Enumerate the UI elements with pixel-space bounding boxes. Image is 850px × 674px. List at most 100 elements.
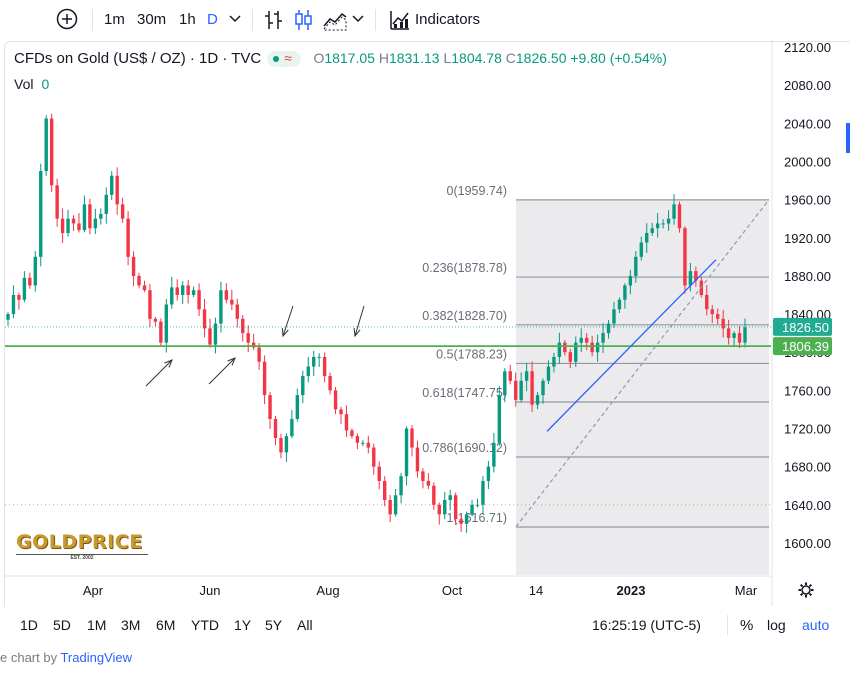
annotation-arrowhead [281,327,289,338]
price-tick-label: 1760.00 [784,383,831,398]
area-style-icon[interactable] [323,9,347,33]
candle-body [11,294,16,315]
interval-d-button[interactable]: D [207,11,218,28]
chevron-down-icon[interactable] [352,14,364,38]
log-scale-toggle[interactable]: log [767,617,786,633]
indicators-button[interactable]: Indicators [415,11,481,28]
chevron-down-icon[interactable] [229,14,241,38]
candle-body [219,290,223,324]
candle-body [421,471,425,481]
gear-tooth [808,592,813,597]
candle-body [382,480,387,501]
candle-body [377,466,381,481]
auto-scale-toggle[interactable]: auto [802,617,830,633]
add-symbol-icon[interactable] [56,8,78,32]
time-tick-label: Jun [200,583,221,598]
candle-body [497,395,502,443]
annotation-arrowhead [164,359,173,368]
candle-body [535,395,540,405]
candle-body [126,218,130,257]
candle-body [213,323,218,345]
candle-body [530,371,534,405]
range-1d-button[interactable]: 1D [20,617,38,633]
annotation-arrowhead [227,357,236,366]
price-chart[interactable]: 0(1959.74) 0.236(1878.78) 0.382(1828.70) 0.… [0,40,850,606]
candle-body [175,287,179,295]
candle-body [639,242,643,257]
candles-style-icon[interactable] [294,9,314,33]
market-status-badge[interactable]: ≈ [267,50,302,68]
candle-body [634,256,638,276]
candle-body [514,380,518,400]
price-scale-handle [846,123,850,153]
last-price-label: 1826.50 [782,320,829,335]
indicators-icon[interactable] [389,9,411,33]
toolbar-divider [252,9,253,31]
approx-icon: ≈ [284,50,292,67]
settings-gear-icon[interactable] [798,582,814,598]
candle-body [486,466,491,481]
candle-body [541,380,545,396]
low-key: L [443,50,452,66]
candle-body [601,333,605,343]
gear-tooth [799,583,804,588]
percent-scale-toggle[interactable]: % [740,617,754,634]
candle-body [186,285,190,295]
candle-body [39,170,43,257]
candle-body [344,414,349,431]
candle-body [503,371,507,396]
interval-1m-button[interactable]: 1m [104,11,125,28]
interval-30m-button[interactable]: 30m [137,11,167,28]
volume-label[interactable]: Vol [14,76,34,92]
tradingview-link[interactable]: TradingView [60,650,133,665]
range-1y-button[interactable]: 1Y [234,617,252,633]
range-1m-button[interactable]: 1M [87,617,107,633]
candle-body [257,347,261,362]
open-value: 1817.05 [324,50,375,66]
interval-1h-button[interactable]: 1h [179,11,196,28]
candle-body [366,442,371,448]
candle-body [333,390,338,410]
candle-body [666,218,671,224]
candle-body [732,333,736,338]
chart-legend: CFDs on Gold (US$ / OZ) · 1D · TVC ≈ O181… [14,50,667,68]
candle-body [137,275,141,286]
annotation-arrow [282,305,294,337]
attribution: e chart by TradingView [0,650,132,665]
fib-level-label: 0.618(1747.75) [422,386,507,400]
candle-body [6,314,10,320]
symbol-title[interactable]: CFDs on Gold (US$ / OZ) · 1D · TVC [14,50,262,67]
candle-body [563,342,567,353]
candle-body [241,318,245,334]
range-all-button[interactable]: All [297,617,313,633]
candle-body [164,304,169,343]
logo-text: GOLDPRICE [16,531,143,553]
timezone-clock[interactable]: 16:25:19 (UTC-5) [592,617,701,633]
fib-level-label: 0.5(1788.23) [436,347,507,361]
volume-legend: Vol 0 [14,76,49,92]
annotation-arrow [145,359,173,387]
top-toolbar: 1m 30m 1h D Indicators [0,0,850,40]
annotation-arrowhead [353,327,361,338]
range-6m-button[interactable]: 6M [156,617,176,633]
candle-body [650,228,654,233]
candle-body [661,223,665,225]
candle-body [33,256,37,286]
range-5d-button[interactable]: 5D [53,617,71,633]
candle-body [22,277,27,300]
range-3m-button[interactable]: 3M [121,617,141,633]
candle-body [355,436,360,443]
candle-body [437,504,441,515]
candle-body [721,318,725,329]
candle-body [312,356,316,367]
candle-body [628,275,633,286]
candle-body [617,299,622,310]
range-ytd-button[interactable]: YTD [191,617,219,633]
range-5y-button[interactable]: 5Y [265,617,283,633]
candle-body [208,328,212,345]
close-value: 1826.50 [515,50,567,66]
candle-body [284,436,289,453]
close-key: C [505,50,516,66]
bars-style-icon[interactable] [264,9,284,33]
range-bar: 1D 5D 1M 3M 6M YTD 1Y 5Y All 16:25:19 (U… [0,606,850,644]
